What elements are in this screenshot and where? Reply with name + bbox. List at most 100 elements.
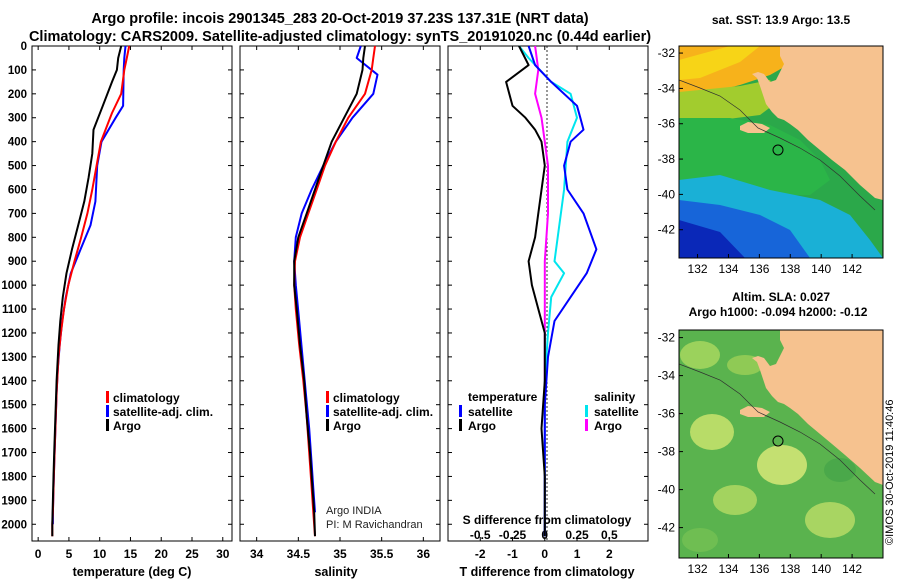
sla-blob-7 [682, 528, 718, 552]
x-tick-label: 30 [216, 547, 230, 561]
legend-swatch-argo [326, 419, 329, 431]
x-tick-label: 0 [35, 547, 42, 561]
map-y-tick-label: -32 [658, 46, 676, 60]
map-x-tick-label: 134 [718, 562, 738, 576]
annotation-argo-india: Argo INDIA [326, 505, 382, 517]
sla-blob-2 [727, 355, 763, 375]
top-x-tick-label: -0.25 [499, 528, 527, 542]
series-line-argo [51, 45, 123, 537]
sla-shelf-contour [679, 363, 876, 495]
depth-tick-label: 2000 [1, 519, 27, 531]
legend-swatch-argo [106, 419, 109, 431]
x-tick-label: 5 [66, 547, 73, 561]
depth-tick-label: 0 [21, 41, 27, 53]
series-line-temperature-argo [505, 45, 546, 537]
x-tick-label: -2 [475, 547, 486, 561]
map-x-tick-label: 142 [842, 262, 862, 276]
legend-swatch-climatology [326, 391, 329, 403]
salinity-legend: climatology satellite-adj. clim. Argo [326, 391, 433, 433]
sla-heatmap [679, 330, 883, 558]
depth-tick-label: 500 [8, 161, 27, 173]
figure-title-line-1: Argo profile: incois 2901345_283 20-Oct-… [91, 11, 589, 27]
sst-map-axes: 132 134 136 138 140 142 -32 -34 -36 -38 -40 -42 [658, 46, 863, 276]
salinity-panel: 34 34.5 35 35.5 36 salinity climatology sate… [239, 45, 441, 579]
legend-label-s-argo: Argo [594, 419, 622, 433]
depth-tick-label: 1800 [1, 471, 27, 483]
credit-text: ©IMOS 30-Oct-2019 11:40:46 [884, 400, 896, 545]
sla-map-title-line-2: Argo h1000: -0.094 h2000: -0.12 [689, 305, 868, 319]
sla-blob-1 [680, 341, 720, 369]
temperature-panel: 0100200300400500600700800900100011001200… [1, 41, 648, 579]
map-y-tick-label: -40 [658, 483, 676, 497]
legend-swatch-s-satellite [585, 405, 588, 417]
depth-tick-label: 300 [8, 113, 27, 125]
map-y-tick-label: -40 [658, 187, 676, 201]
legend-swatch-satellite [106, 405, 109, 417]
sst-map-title: sat. SST: 13.9 Argo: 13.5 [712, 13, 851, 27]
sst-map-panel: sat. SST: 13.9 Argo: 13.5 132 134 136 138 14… [658, 13, 884, 276]
salinity-x-axis: 34 34.5 35 35.5 36 [250, 46, 430, 561]
x-tick-label: 20 [155, 547, 169, 561]
x-tick-label: 0 [541, 547, 548, 561]
sst-coldest-zone [679, 220, 745, 258]
legend-label-climatology: climatology [113, 391, 180, 405]
depth-tick-label: 1400 [1, 376, 27, 388]
x-tick-label: 1 [574, 547, 581, 561]
x-tick-label: 10 [93, 547, 107, 561]
depth-tick-label: 100 [8, 65, 27, 77]
sla-land-mainland [752, 330, 883, 485]
x-tick-label: -1 [507, 547, 518, 561]
sla-blob-3 [690, 414, 734, 450]
map-x-tick-label: 142 [842, 562, 862, 576]
map-y-tick-label: -34 [658, 81, 676, 95]
top-x-tick-label: -0.5 [470, 528, 491, 542]
legend-label-t-satellite: satellite [468, 405, 513, 419]
sla-map-panel: Altim. SLA: 0.027 Argo h1000: -0.094 h20… [658, 290, 884, 576]
legend-swatch-t-satellite [459, 405, 462, 417]
depth-tick-label: 1200 [1, 328, 27, 340]
temperature-x-axis: 0 5 10 15 20 25 30 [35, 46, 230, 561]
legend-swatch-climatology [106, 391, 109, 403]
series-line-salinity-argo [534, 45, 549, 537]
x-tick-label: 2 [606, 547, 613, 561]
map-x-tick-label: 136 [749, 562, 769, 576]
x-tick-label: 34.5 [287, 547, 311, 561]
salinity-plot-frame [239, 45, 441, 542]
difference-x-label: T difference from climatology [459, 565, 634, 579]
depth-tick-label: 1100 [2, 304, 27, 316]
depth-tick-label: 700 [8, 208, 27, 220]
difference-panel: -2 -1 0 1 2-0.5 -0.25 0 0.25 0.5 T difference fr… [447, 45, 649, 579]
temperature-plot-frame [31, 45, 233, 542]
legend-label-satellite: satellite-adj. clim. [113, 405, 213, 419]
legend-heading-temperature: temperature [468, 390, 538, 404]
depth-tick-label: 800 [8, 232, 27, 244]
top-x-tick-label: 0.25 [565, 528, 589, 542]
sla-blob-5 [713, 485, 757, 515]
sst-warmest-zone [679, 46, 760, 80]
salinity-x-label: salinity [314, 565, 357, 579]
difference-series [505, 45, 598, 537]
legend-swatch-satellite [326, 405, 329, 417]
x-tick-label: 35.5 [370, 547, 394, 561]
x-tick-label: 25 [185, 547, 199, 561]
map-x-tick-label: 136 [749, 262, 769, 276]
legend-label-satellite: satellite-adj. clim. [333, 405, 433, 419]
legend-label-argo: Argo [333, 419, 361, 433]
map-y-tick-label: -36 [658, 407, 676, 421]
top-x-tick-label: 0.5 [601, 528, 618, 542]
annotation-pi: PI: M Ravichandran [326, 519, 423, 531]
temperature-series [51, 45, 131, 537]
series-line-argo [293, 45, 366, 537]
sst-heatmap [679, 46, 883, 258]
map-y-tick-label: -42 [658, 223, 676, 237]
sst-shelf-contour [679, 79, 876, 211]
map-y-tick-label: -32 [658, 331, 676, 345]
depth-tick-label: 1900 [1, 495, 27, 507]
depth-tick-label: 1300 [1, 352, 27, 364]
sst-map-frame [678, 45, 884, 259]
map-x-tick-label: 138 [780, 562, 800, 576]
depth-tick-label: 400 [8, 137, 27, 149]
x-tick-label: 35 [333, 547, 347, 561]
map-y-tick-label: -42 [658, 521, 676, 535]
series-line-salinity-satellite [518, 45, 578, 537]
